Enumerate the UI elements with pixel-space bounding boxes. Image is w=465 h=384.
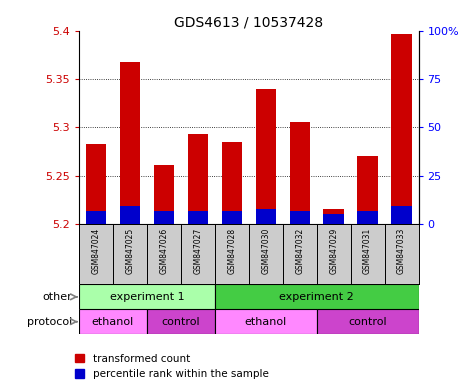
Legend: transformed count, percentile rank within the sample: transformed count, percentile rank withi… — [75, 354, 269, 379]
Bar — [147, 224, 181, 285]
Bar — [385, 224, 419, 285]
Bar — [181, 224, 215, 285]
Text: GSM847025: GSM847025 — [126, 228, 134, 274]
Bar — [147, 309, 215, 334]
Bar — [351, 224, 385, 285]
Title: GDS4613 / 10537428: GDS4613 / 10537428 — [174, 16, 323, 30]
Bar — [79, 285, 215, 309]
Bar — [358, 211, 378, 224]
Bar — [154, 211, 174, 224]
Bar — [79, 309, 147, 334]
Bar — [290, 211, 310, 224]
Bar — [317, 224, 351, 285]
Bar — [283, 224, 317, 285]
Bar — [324, 209, 344, 224]
Text: control: control — [161, 317, 200, 327]
Bar — [392, 34, 412, 224]
Text: ethanol: ethanol — [245, 317, 287, 327]
Text: GSM847026: GSM847026 — [159, 228, 168, 274]
Text: GSM847031: GSM847031 — [363, 228, 372, 274]
Bar — [215, 224, 249, 285]
Bar — [256, 209, 276, 224]
Text: GSM847030: GSM847030 — [261, 228, 270, 275]
Bar — [317, 309, 418, 334]
Text: protocol: protocol — [27, 317, 72, 327]
Text: GSM847024: GSM847024 — [92, 228, 100, 274]
Text: GSM847032: GSM847032 — [295, 228, 304, 274]
Text: experiment 1: experiment 1 — [110, 292, 184, 302]
Text: GSM847033: GSM847033 — [397, 228, 406, 275]
Text: control: control — [348, 317, 387, 327]
Text: other: other — [42, 292, 72, 302]
Text: ethanol: ethanol — [92, 317, 134, 327]
Bar — [188, 211, 208, 224]
Text: GSM847028: GSM847028 — [227, 228, 236, 274]
Bar — [86, 144, 106, 224]
Bar — [222, 211, 242, 224]
Bar — [215, 285, 418, 309]
Bar — [358, 156, 378, 224]
Text: GSM847029: GSM847029 — [329, 228, 338, 274]
Text: experiment 2: experiment 2 — [279, 292, 354, 302]
Bar — [256, 89, 276, 224]
Bar — [120, 206, 140, 224]
Bar — [222, 142, 242, 224]
Bar — [249, 224, 283, 285]
Bar — [154, 165, 174, 224]
Bar — [86, 211, 106, 224]
Bar — [120, 61, 140, 224]
Bar — [324, 214, 344, 224]
Bar — [79, 224, 113, 285]
Bar — [215, 309, 317, 334]
Bar — [392, 206, 412, 224]
Bar — [188, 134, 208, 224]
Bar — [290, 122, 310, 224]
Text: GSM847027: GSM847027 — [193, 228, 202, 274]
Bar — [113, 224, 147, 285]
